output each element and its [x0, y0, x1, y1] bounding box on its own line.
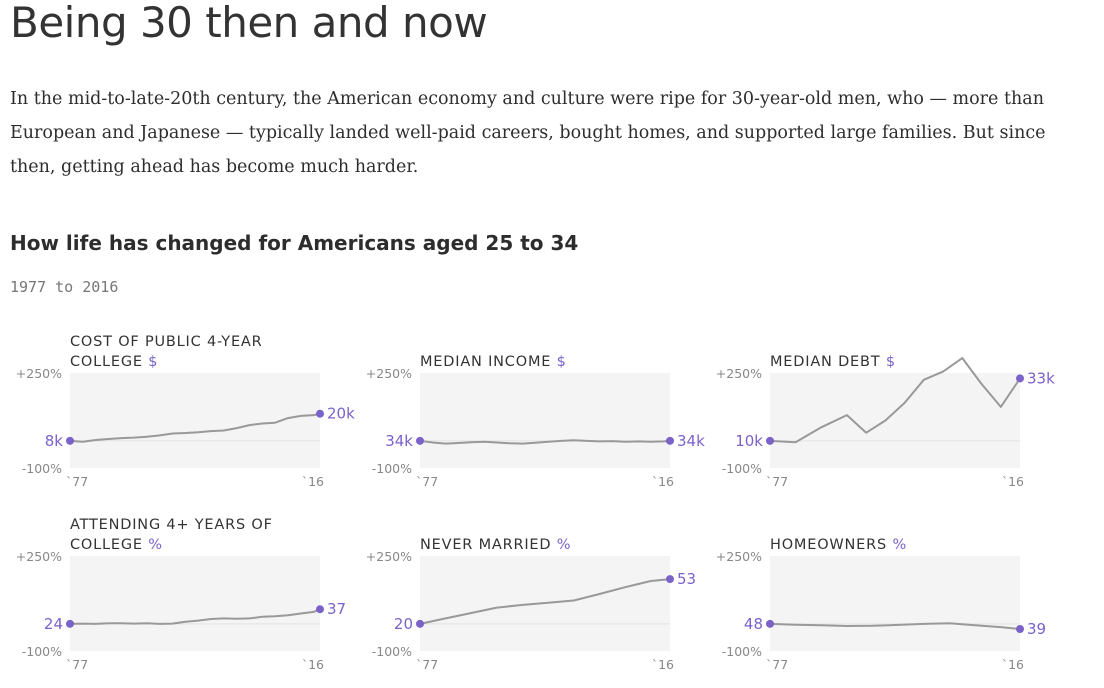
- x-tick-label: `77: [416, 474, 438, 489]
- start-point: [416, 619, 424, 628]
- chart-panel-never-married: NEVER MARRIED % +250% -100% `77 `16 20 53: [360, 503, 710, 673]
- start-point: [66, 619, 74, 628]
- intro-paragraph: In the mid-to-late-20th century, the Ame…: [10, 89, 1046, 177]
- chart-svg: +250% -100% `77 `16 24 37: [16, 549, 346, 672]
- y-tick-label: +250%: [16, 549, 62, 564]
- end-point: [316, 605, 324, 614]
- end-value-label: 39: [1027, 620, 1046, 638]
- end-value-label: 37: [327, 600, 346, 618]
- x-tick-label: `16: [1002, 657, 1024, 672]
- end-value-label: 34k: [677, 432, 705, 450]
- series-line: [69, 412, 321, 443]
- chart-subtitle: How life has changed for Americans aged …: [10, 231, 579, 255]
- start-value-label: 20: [394, 615, 413, 633]
- panel-title: NEVER MARRIED %: [420, 535, 680, 555]
- panel-unit: $: [148, 354, 159, 370]
- y-tick-label: +250%: [716, 549, 762, 564]
- x-tick-label: `77: [416, 657, 438, 672]
- x-tick-label: `77: [766, 474, 788, 489]
- x-tick-label: `16: [652, 657, 674, 672]
- end-value-label: 33k: [1027, 369, 1055, 387]
- series-line: [419, 439, 671, 445]
- plot-area: [70, 556, 320, 651]
- chart-svg: +250% -100% `77 `16 10k 33k: [716, 357, 1055, 489]
- chart-panel-median-income: MEDIAN INCOME $ +250% -100% `77 `16 34k 34k: [360, 320, 710, 490]
- y-tick-label: -100%: [372, 644, 412, 659]
- y-tick-label: -100%: [22, 461, 62, 476]
- plot-area: [420, 373, 670, 468]
- panel-unit: %: [148, 537, 163, 553]
- x-tick-label: `16: [302, 657, 324, 672]
- end-point: [316, 409, 324, 418]
- panel-title-text: MEDIAN INCOME: [420, 354, 552, 370]
- y-tick-label: -100%: [722, 461, 762, 476]
- y-tick-label: -100%: [22, 644, 62, 659]
- start-point: [766, 619, 774, 628]
- panel-unit: $: [556, 354, 567, 370]
- chart-panel-homeowners: HOMEOWNERS % +250% -100% `77 `16 48 39: [710, 503, 1060, 673]
- y-tick-label: +250%: [366, 366, 412, 381]
- panel-unit: %: [556, 537, 572, 553]
- plot-area: [770, 373, 1020, 468]
- y-tick-label: -100%: [722, 644, 762, 659]
- start-point: [416, 436, 424, 445]
- start-point: [66, 436, 74, 445]
- end-value-label: 20k: [327, 405, 355, 423]
- start-value-label: 24: [44, 615, 63, 633]
- end-point: [666, 575, 674, 584]
- panel-unit: %: [892, 537, 908, 553]
- panel-title-text: HOMEOWNERS: [770, 537, 888, 553]
- panel-title-text: COST OF PUBLIC 4-YEAR COLLEGE: [70, 334, 263, 370]
- panel-title: MEDIAN DEBT $: [770, 352, 1030, 372]
- panel-unit: $: [885, 354, 896, 370]
- y-tick-label: -100%: [372, 461, 412, 476]
- end-value-label: 53: [677, 570, 696, 588]
- end-point: [1016, 374, 1024, 383]
- panel-title: ATTENDING 4+ YEARS OF COLLEGE %: [70, 515, 330, 555]
- end-point: [1016, 625, 1024, 634]
- y-tick-label: +250%: [716, 366, 762, 381]
- x-tick-label: `16: [302, 474, 324, 489]
- start-value-label: 34k: [385, 432, 413, 450]
- date-range: 1977 to 2016: [10, 278, 119, 296]
- chart-svg: +250% -100% `77 `16 48 39: [716, 549, 1046, 672]
- panel-title-text: ATTENDING 4+ YEARS OF COLLEGE: [70, 517, 273, 553]
- panel-title: MEDIAN INCOME $: [420, 352, 680, 372]
- series-line: [69, 608, 321, 625]
- x-tick-label: `77: [66, 657, 88, 672]
- panel-title: COST OF PUBLIC 4-YEAR COLLEGE $: [70, 332, 330, 372]
- y-tick-label: +250%: [16, 366, 62, 381]
- panel-title-text: MEDIAN DEBT: [770, 354, 881, 370]
- start-value-label: 10k: [735, 432, 763, 450]
- page-title: Being 30 then and now: [10, 0, 488, 47]
- chart-panel-median-debt: MEDIAN DEBT $ +250% -100% `77 `16 10k 33k: [710, 320, 1060, 490]
- chart-svg: +250% -100% `77 `16 8k 20k: [16, 366, 355, 489]
- panel-title: HOMEOWNERS %: [770, 535, 1030, 555]
- chart-svg: +250% -100% `77 `16 34k 34k: [366, 366, 705, 489]
- chart-svg: +250% -100% `77 `16 20 53: [366, 549, 696, 672]
- x-tick-label: `77: [66, 474, 88, 489]
- series-line: [769, 357, 1021, 444]
- end-point: [666, 436, 674, 445]
- plot-area: [770, 556, 1020, 651]
- start-value-label: 48: [744, 615, 763, 633]
- series-line: [769, 622, 1021, 630]
- x-tick-label: `16: [1002, 474, 1024, 489]
- panel-title-text: NEVER MARRIED: [420, 537, 552, 553]
- chart-panel-college-attendance: ATTENDING 4+ YEARS OF COLLEGE % +250% -10…: [10, 503, 360, 673]
- start-value-label: 8k: [45, 432, 64, 450]
- series-line: [419, 578, 671, 625]
- y-tick-label: +250%: [366, 549, 412, 564]
- x-tick-label: `16: [652, 474, 674, 489]
- start-point: [766, 436, 774, 445]
- chart-panel-college-cost: COST OF PUBLIC 4-YEAR COLLEGE $ +250% -10…: [10, 320, 360, 490]
- x-tick-label: `77: [766, 657, 788, 672]
